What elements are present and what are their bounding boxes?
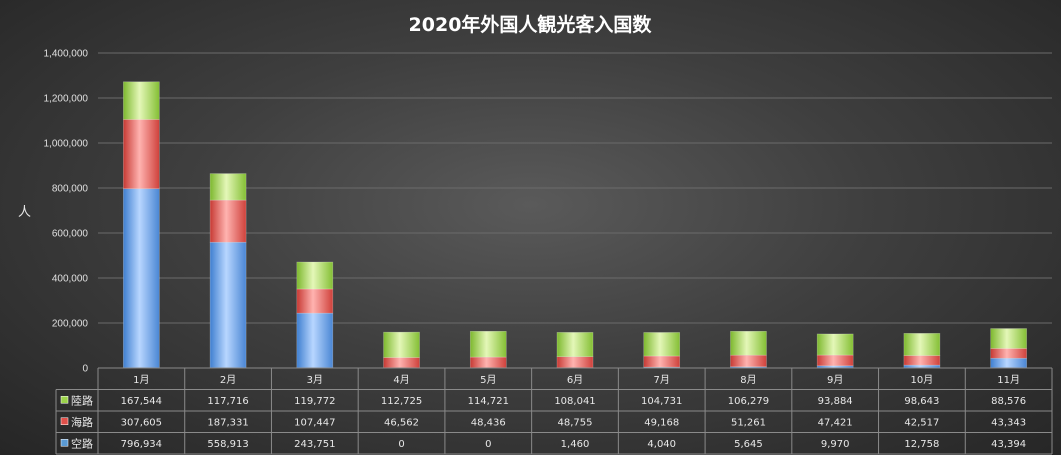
- bar-segment-land: [990, 328, 1027, 349]
- bar-segment-land: [556, 332, 594, 358]
- data-label: 243,751: [294, 439, 335, 450]
- y-tick-label: 600,000: [52, 229, 89, 240]
- data-label: 4,040: [647, 439, 676, 450]
- bar-segment-land: [296, 261, 334, 290]
- y-tick-label: 1,200,000: [44, 94, 89, 105]
- x-tick-label: 7月: [654, 374, 670, 386]
- data-label: 48,755: [558, 417, 593, 428]
- bar-segment-sea: [903, 355, 941, 366]
- x-tick-label: 5月: [480, 374, 496, 386]
- bar-segment-sea: [816, 354, 854, 367]
- bar-segment-sea: [383, 357, 420, 369]
- x-tick-label: 3月: [307, 374, 323, 386]
- x-tick-label: 8月: [740, 374, 756, 386]
- y-tick-label: 800,000: [52, 184, 89, 195]
- y-tick-label: 1,000,000: [44, 139, 89, 150]
- gridlines: [98, 52, 1052, 369]
- data-label: 42,517: [904, 417, 939, 428]
- bar-segment-land: [209, 173, 247, 201]
- bar-segment-sea: [643, 355, 681, 368]
- data-label: 1,460: [561, 439, 590, 450]
- bar-segment-air: [296, 312, 334, 369]
- bar-segment-air: [123, 188, 160, 369]
- y-tick-label: 1,400,000: [44, 49, 89, 60]
- bar-segment-land: [903, 333, 941, 356]
- data-label: 0: [398, 439, 404, 450]
- data-label: 46,562: [384, 417, 419, 428]
- data-label: 167,544: [121, 396, 162, 407]
- bar-segment-air: [990, 357, 1027, 369]
- x-tick-label: 10月: [911, 374, 934, 386]
- legend-swatch: [60, 439, 69, 447]
- bar-segment-sea: [209, 199, 247, 243]
- bars: [123, 81, 1027, 369]
- bar-segment-sea: [123, 119, 160, 189]
- x-tick-label: 11月: [997, 374, 1020, 386]
- data-label: 43,343: [991, 417, 1026, 428]
- x-tick-label: 6月: [567, 374, 583, 386]
- bar-segment-land: [730, 330, 767, 356]
- data-label: 112,725: [381, 396, 422, 407]
- y-axis-ticks: 0 200,000 400,000 600,000 800,000 1,000,000 1,…: [44, 49, 89, 375]
- data-label: 108,041: [554, 396, 595, 407]
- y-tick-label: 0: [82, 364, 88, 375]
- data-label: 9,970: [821, 439, 850, 450]
- data-label: 49,168: [644, 417, 679, 428]
- data-label: 93,884: [818, 396, 853, 407]
- bar-segment-land: [383, 331, 420, 358]
- legend-label: 陸路: [71, 394, 93, 407]
- y-tick-label: 400,000: [52, 274, 89, 285]
- chart-title: 2020年外国人観光客入国数: [409, 13, 653, 36]
- y-axis-label: 人: [18, 205, 31, 220]
- bar-segment-land: [469, 330, 507, 358]
- data-label: 98,643: [904, 396, 939, 407]
- data-label: 796,934: [121, 439, 162, 450]
- legend-label: 海路: [71, 415, 93, 429]
- data-label: 558,913: [207, 439, 248, 450]
- x-tick-label: 9月: [827, 374, 843, 386]
- legend-swatch: [60, 396, 69, 404]
- bar-segment-sea: [556, 356, 594, 368]
- bar-segment-sea: [730, 354, 767, 368]
- legend-label: 空路: [71, 436, 93, 450]
- x-tick-label: 1月: [133, 374, 149, 386]
- data-label: 107,447: [294, 417, 335, 428]
- x-tick-label: 2月: [220, 374, 236, 386]
- data-label: 117,716: [207, 396, 248, 407]
- data-label: 88,576: [991, 396, 1026, 407]
- bar-segment-land: [643, 332, 681, 357]
- data-label: 104,731: [641, 396, 682, 407]
- data-label: 5,645: [734, 439, 763, 450]
- data-label: 106,279: [728, 396, 769, 407]
- data-label: 48,436: [471, 417, 506, 428]
- data-label: 119,772: [294, 396, 335, 407]
- bar-segment-air: [209, 241, 247, 369]
- bar-segment-land: [123, 81, 160, 120]
- data-label: 43,394: [991, 439, 1026, 450]
- data-label: 51,261: [731, 417, 766, 428]
- bar-segment-sea: [469, 356, 507, 369]
- data-label: 12,758: [904, 439, 939, 450]
- legend-swatch: [60, 417, 69, 425]
- data-label: 114,721: [468, 396, 509, 407]
- data-label: 307,605: [121, 417, 162, 428]
- bar-segment-sea: [990, 348, 1027, 359]
- y-tick-label: 200,000: [52, 319, 89, 330]
- bar-segment-sea: [296, 288, 334, 314]
- data-label: 187,331: [207, 417, 248, 428]
- data-label: 0: [485, 439, 491, 450]
- x-tick-label: 4月: [393, 374, 409, 386]
- data-label: 47,421: [818, 417, 853, 428]
- bar-segment-land: [816, 333, 854, 356]
